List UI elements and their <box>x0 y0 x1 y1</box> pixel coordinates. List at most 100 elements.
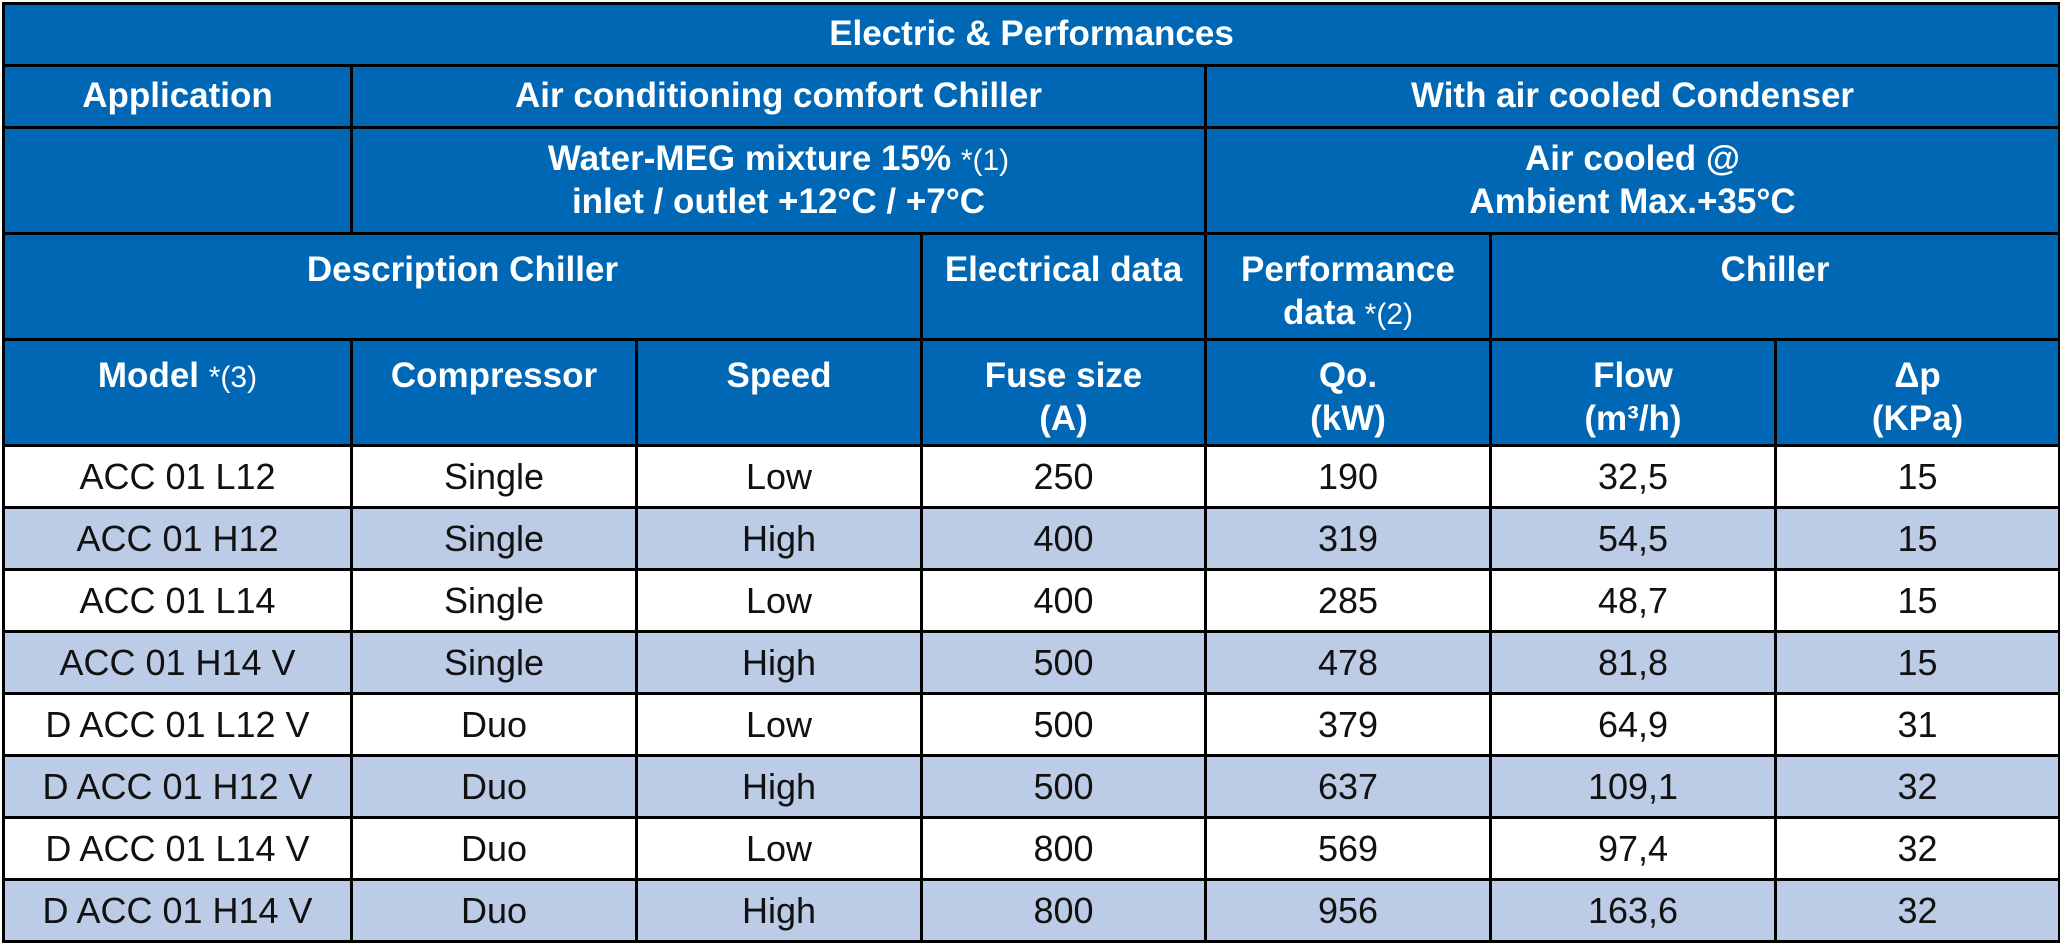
group-performance-data: Performance data *(2) <box>1204 232 1492 341</box>
cell-fuse-size: 800 <box>920 816 1207 881</box>
application-condenser: With air cooled Condenser <box>1203 64 2060 129</box>
cell-speed: Low <box>635 444 923 509</box>
cell-qo: 637 <box>1204 754 1492 819</box>
cell-model: ACC 01 H14 V <box>2 630 353 695</box>
application-label: Application <box>2 64 353 129</box>
cell-speed: High <box>635 754 923 819</box>
cell-flow: 54,5 <box>1489 506 1777 571</box>
table-row: D ACC 01 H12 V Duo High 500 637 109,1 32 <box>2 754 2060 819</box>
group-performance-line2: data <box>1282 292 1355 332</box>
cell-flow: 64,9 <box>1489 692 1777 757</box>
column-dp: Δp (KPa) <box>1773 338 2060 447</box>
cell-dp: 32 <box>1773 878 2060 943</box>
cell-model: ACC 01 H12 <box>2 506 353 571</box>
group-electrical-data: Electrical data <box>920 232 1207 341</box>
column-dp-line1: Δp <box>1894 356 1941 395</box>
column-model-label: Model <box>97 356 200 395</box>
water-conditions: Water-MEG mixture 15% *(1) inlet / outle… <box>350 126 1207 235</box>
cell-qo: 379 <box>1204 692 1492 757</box>
group-chiller: Chiller <box>1488 232 2060 341</box>
cell-dp: 15 <box>1773 444 2060 509</box>
water-conditions-line2: inlet / outlet +12°C / +7°C <box>571 181 986 221</box>
table-row: ACC 01 H14 V Single High 500 478 81,8 15 <box>2 630 2060 695</box>
cell-dp: 32 <box>1773 816 2060 881</box>
cell-dp: 15 <box>1773 506 2060 571</box>
column-fuse-line1: Fuse size <box>984 356 1143 395</box>
cell-speed: High <box>635 878 923 943</box>
column-qo: Qo. (kW) <box>1204 338 1492 447</box>
cell-speed: High <box>635 506 923 571</box>
cell-dp: 15 <box>1773 568 2060 633</box>
cell-fuse-size: 500 <box>920 630 1207 695</box>
cell-compressor: Duo <box>350 878 638 943</box>
cell-compressor: Single <box>350 568 638 633</box>
column-dp-line2: (KPa) <box>1871 398 1964 438</box>
group-performance-note: *(2) <box>1364 297 1414 331</box>
cell-fuse-size: 500 <box>920 754 1207 819</box>
cell-qo: 478 <box>1204 630 1492 695</box>
cell-qo: 285 <box>1204 568 1492 633</box>
column-model: Model *(3) <box>2 338 353 447</box>
group-performance-line1: Performance <box>1241 250 1455 289</box>
column-flow: Flow (m³/h) <box>1489 338 1777 447</box>
cell-dp: 32 <box>1773 754 2060 819</box>
column-speed: Speed <box>635 338 923 447</box>
cell-fuse-size: 500 <box>920 692 1207 757</box>
cell-model: D ACC 01 L12 V <box>2 692 353 757</box>
cell-flow: 48,7 <box>1489 568 1777 633</box>
cell-qo: 190 <box>1204 444 1492 509</box>
cell-flow: 81,8 <box>1489 630 1777 695</box>
water-conditions-note: *(1) <box>960 143 1010 177</box>
cell-model: ACC 01 L14 <box>2 568 353 633</box>
air-conditions-line2: Ambient Max.+35°C <box>1469 181 1796 221</box>
cell-model: D ACC 01 L14 V <box>2 816 353 881</box>
table-row: ACC 01 L14 Single Low 400 285 48,7 15 <box>2 568 2060 633</box>
cell-model: D ACC 01 H14 V <box>2 878 353 943</box>
table-row: D ACC 01 L14 V Duo Low 800 569 97,4 32 <box>2 816 2060 881</box>
cell-model: ACC 01 L12 <box>2 444 353 509</box>
cell-speed: Low <box>635 692 923 757</box>
water-conditions-line1: Water-MEG mixture 15% <box>547 138 952 178</box>
cell-qo: 319 <box>1204 506 1492 571</box>
cell-flow: 163,6 <box>1489 878 1777 943</box>
cell-model: D ACC 01 H12 V <box>2 754 353 819</box>
air-conditions: Air cooled @ Ambient Max.+35°C <box>1203 126 2060 235</box>
cell-compressor: Single <box>350 444 638 509</box>
cell-qo: 569 <box>1204 816 1492 881</box>
cell-fuse-size: 400 <box>920 568 1207 633</box>
cell-compressor: Duo <box>350 692 638 757</box>
table-title: Electric & Performances <box>1 2 2060 67</box>
table-row: D ACC 01 H14 V Duo High 800 956 163,6 32 <box>2 878 2060 943</box>
cell-flow: 97,4 <box>1489 816 1777 881</box>
conditions-blank-cell <box>2 126 353 235</box>
cell-fuse-size: 250 <box>920 444 1207 509</box>
cell-dp: 31 <box>1773 692 2060 757</box>
application-chiller: Air conditioning comfort Chiller <box>350 64 1207 129</box>
cell-qo: 956 <box>1204 878 1492 943</box>
air-conditions-line1: Air cooled @ <box>1525 138 1741 178</box>
column-fuse-line2: (A) <box>1039 398 1088 438</box>
cell-dp: 15 <box>1773 630 2060 695</box>
cell-compressor: Single <box>350 630 638 695</box>
table-row: ACC 01 H12 Single High 400 319 54,5 15 <box>2 506 2060 571</box>
column-qo-line2: (kW) <box>1310 398 1386 438</box>
cell-fuse-size: 800 <box>920 878 1207 943</box>
group-description-chiller: Description Chiller <box>2 232 923 341</box>
cell-speed: Low <box>635 816 923 881</box>
column-flow-line2: (m³/h) <box>1584 398 1682 438</box>
column-compressor: Compressor <box>350 338 638 447</box>
cell-compressor: Single <box>350 506 638 571</box>
column-flow-line1: Flow <box>1593 356 1673 395</box>
cell-speed: High <box>635 630 923 695</box>
table-row: D ACC 01 L12 V Duo Low 500 379 64,9 31 <box>2 692 2060 757</box>
cell-compressor: Duo <box>350 816 638 881</box>
cell-compressor: Duo <box>350 754 638 819</box>
cell-flow: 32,5 <box>1489 444 1777 509</box>
table-row: ACC 01 L12 Single Low 250 190 32,5 15 <box>2 444 2060 509</box>
column-qo-line1: Qo. <box>1318 356 1378 395</box>
column-fuse-size: Fuse size (A) <box>920 338 1207 447</box>
cell-speed: Low <box>635 568 923 633</box>
column-model-note: *(3) <box>208 361 258 394</box>
